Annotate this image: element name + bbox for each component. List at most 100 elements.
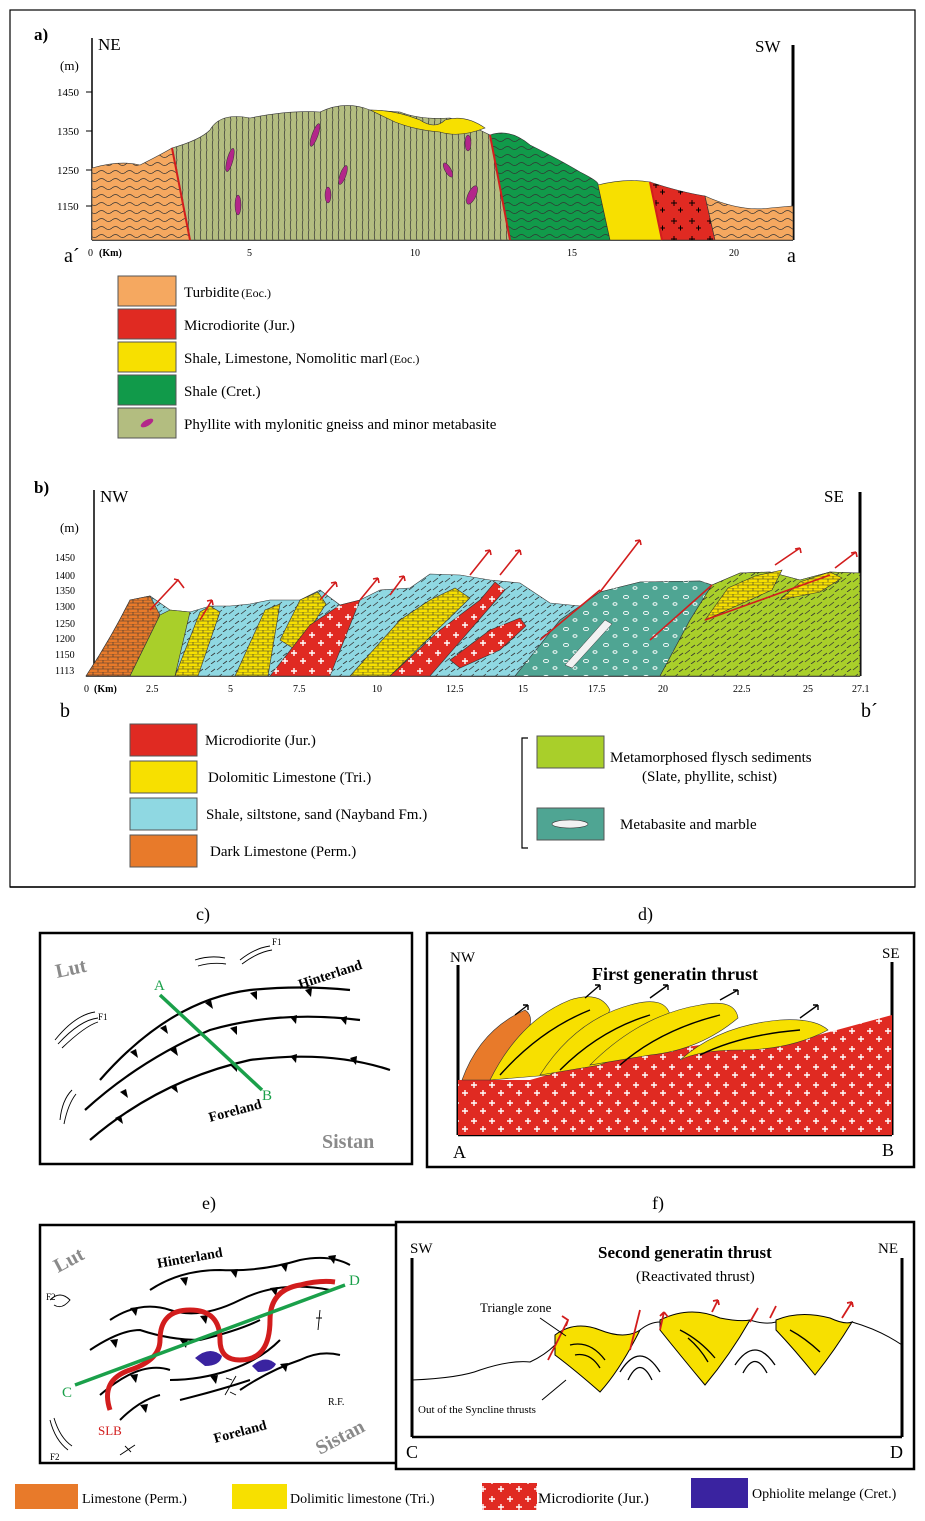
panel-e-point-c: C (62, 1385, 72, 1401)
microdiorite-slice-2-texture (390, 582, 505, 676)
dark-limestone-texture (86, 596, 160, 676)
panel-d-thrust-sheet-3 (589, 1002, 739, 1066)
panel-f-surface-east (639, 1319, 903, 1346)
panel-b-end-left: b (60, 700, 70, 722)
dolomite-slice-6-texture (780, 572, 842, 600)
panel-c-tag: c) (196, 904, 210, 925)
panel-f-dir-right: NE (878, 1241, 898, 1257)
fault-a2 (489, 134, 511, 241)
panel-d-dir-right: SE (882, 946, 900, 962)
panel-e-fold-icons (49, 1294, 322, 1456)
bottom-legend-ophiolite-swatch (691, 1478, 748, 1508)
legend-a-microdiorite-label: Microdiorite (Jur.) (184, 318, 295, 334)
panel-b-end-right: b´ (861, 700, 878, 722)
legend-a-turbidite-suffix: (Eoc.) (241, 286, 271, 300)
panel-a-unit: (m) (60, 58, 79, 73)
legend-b-flysch-label-1: Metamorphosed flysch sediments (610, 750, 812, 766)
panel-b-dir-left: NW (100, 487, 129, 506)
microdiorite-lens-texture (450, 618, 526, 668)
flysch-east-texture (660, 572, 860, 676)
panel-b-km-25: 25 (803, 684, 813, 695)
legend-b-bracket (521, 737, 528, 849)
metabasite-lenses (225, 123, 478, 216)
panel-c-thrust-teeth (115, 988, 357, 1124)
panel-c-sistan: Sistan (322, 1131, 374, 1153)
panel-a-km-15: 15 (567, 248, 577, 259)
panel-b-elev-1300: 1300 (55, 602, 75, 613)
panel-b-elev-1200: 1200 (55, 634, 75, 645)
panel-d: d) NW SE First generatin thrust A B (425, 904, 916, 1169)
legend-b-dark-limestone-swatch (129, 834, 198, 868)
panel-e: e) Lut Hinterland Foreland Sistan C D SL… (38, 1193, 408, 1465)
panel-e-rf: R.F. (328, 1397, 344, 1408)
panel-f-syncline-pointer (541, 1379, 567, 1401)
legend-a-shale-limestone-swatch (117, 341, 177, 373)
panel-b-km-20: 20 (658, 684, 668, 695)
panel-b-km-17-5: 17.5 (588, 684, 606, 695)
panel-f-end-right: D (890, 1442, 903, 1462)
bottom-legend: Limestone (Perm.) Dolimitic limestone (T… (15, 1478, 897, 1510)
panel-f-thrust-arrows (547, 1299, 854, 1361)
panel-b-km-2-5: 2.5 (146, 684, 159, 695)
panel-a-end-left: a´ (64, 245, 80, 267)
panel-b-km-0: 0 (84, 684, 89, 695)
panel-b: b) NW SE (m) 1450 1400 1350 1300 1250 12… (34, 478, 878, 868)
panel-e-f2-bottom: F2 (50, 1452, 60, 1462)
panel-a-km-20: 20 (729, 248, 739, 259)
shale-cret-texture (490, 132, 610, 240)
panel-c-f1-left: F1 (98, 1012, 108, 1022)
panel-f-triangle-zone: Triangle zone (480, 1300, 552, 1315)
panel-f-syncline-label: Out of the Syncline thrusts (418, 1404, 536, 1416)
legend-a-turbidite-label: Turbidite (184, 285, 240, 301)
panel-a-elev-1250: 1250 (57, 165, 80, 177)
panel-b-legend-left: Microdiorite (Jur.) Dolomitic Limestone … (129, 723, 427, 868)
bottom-legend-dolomite-swatch (232, 1484, 287, 1509)
panel-a-km-5: 5 (247, 248, 252, 259)
panel-b-elev-1400: 1400 (55, 571, 75, 582)
bottom-legend-ophiolite-label: Ophiolite melange (Cret.) (752, 1487, 897, 1502)
panel-e-f2-top: F2 (46, 1292, 56, 1302)
fault-a3 (649, 181, 663, 241)
panel-f-subtitle: (Reactivated thrust) (636, 1269, 755, 1285)
turbidite-west-texture (92, 148, 190, 240)
microdiorite-slice-1-texture (270, 600, 360, 676)
legend-b-shale-label: Shale, siltstone, sand (Nayband Fm.) (206, 807, 427, 823)
panel-f-surface-west (411, 1344, 556, 1381)
panel-c-point-a: A (154, 978, 165, 994)
legend-a-phyllite-label: Phyllite with mylonitic gneiss and minor… (184, 417, 497, 433)
panel-a-end-right: a (787, 245, 796, 267)
panel-a-elev-ticks: 1450 1350 1250 1150 (57, 87, 92, 213)
panel-c-f1-right: F1 (272, 937, 282, 947)
bottom-legend-limestone-label: Limestone (Perm.) (82, 1492, 187, 1507)
panel-f-wedge-3 (775, 1314, 854, 1376)
panel-a-km-unit: (Km) (99, 248, 122, 259)
panel-b-dir-right: SE (824, 487, 844, 506)
panel-b-elev-1350: 1350 (55, 586, 75, 597)
legend-b-flysch-swatch (536, 735, 605, 769)
panel-d-thrust-sheet-4 (679, 1019, 829, 1061)
legend-b-marble-icon (551, 819, 589, 829)
dolomite-slice-4-texture (350, 588, 470, 676)
panel-e-point-d: D (349, 1273, 360, 1289)
panel-c-fold-icons (54, 945, 273, 1125)
panel-e-section-line (74, 1283, 346, 1387)
panel-a-elev-1450: 1450 (57, 87, 80, 99)
turbidite-east-texture (705, 196, 793, 240)
panel-f-wedge-2 (659, 1311, 751, 1386)
panel-d-title: First generatin thrust (592, 964, 758, 984)
panel-e-slb: SLB (98, 1423, 122, 1438)
panel-a-elev-1150: 1150 (57, 201, 79, 213)
bottom-legend-microdiorite-texture (482, 1483, 537, 1510)
panel-a-dir-right: SW (755, 37, 781, 56)
legend-a-lens-icon (140, 418, 154, 428)
panel-b-tag: b) (34, 478, 49, 497)
panel-c-frame (38, 931, 414, 1166)
panel-f-anticlines (569, 1329, 821, 1381)
panel-a-km-0: 0 (88, 248, 93, 259)
panel-f-wedge-1 (554, 1325, 642, 1393)
legend-a-shale-cret-label: Shale (Cret.) (184, 384, 261, 400)
microdiorite-texture (650, 182, 715, 240)
svg-text:Turbidite(Eoc.): Turbidite (Eoc.) (184, 285, 271, 301)
panel-d-tag: d) (638, 904, 653, 925)
panel-c: c) Lut Hinterland Foreland Sistan A B (38, 904, 414, 1166)
